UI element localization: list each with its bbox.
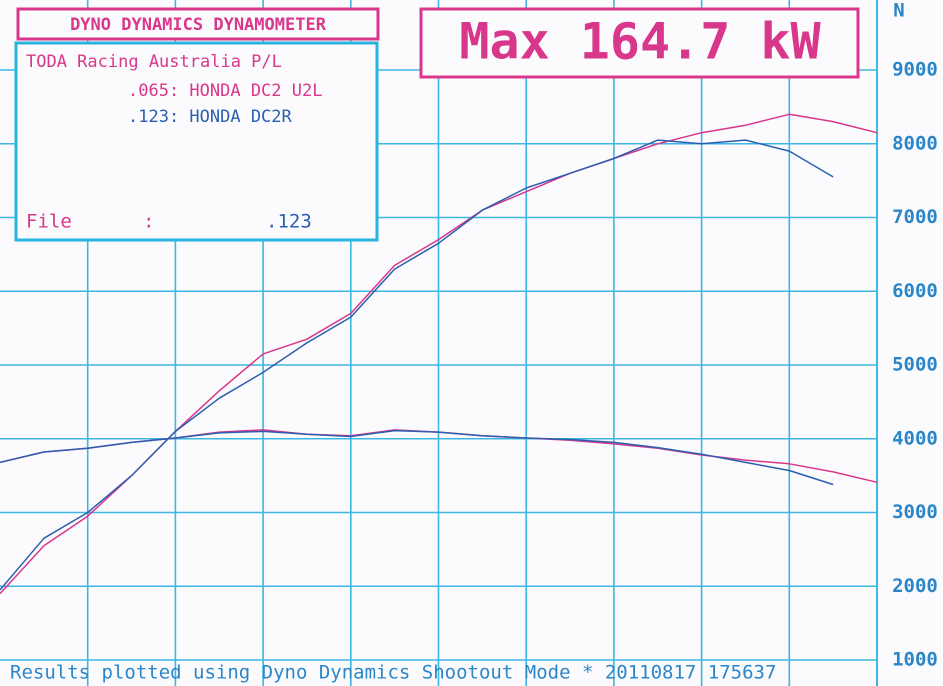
y-axis-label: N	[893, 0, 904, 22]
plot	[0, 113, 878, 595]
y-tick-label: 6000	[892, 280, 938, 302]
y-tick-label: 5000	[892, 354, 938, 376]
header-box	[16, 7, 380, 41]
legend-entry: .065: HONDA DC2 U2L	[128, 81, 322, 101]
file-value: .123	[266, 211, 312, 233]
y-tick-label: 4000	[892, 427, 938, 449]
file-label: File	[26, 211, 72, 233]
max-box	[419, 7, 860, 79]
file-sep: :	[143, 211, 154, 233]
power-line	[0, 139, 834, 591]
y-tick-label: 7000	[892, 206, 938, 228]
header: DYNO DYNAMICS DYNAMOMETER	[70, 15, 327, 35]
company: TODA Racing Australia P/L	[26, 52, 282, 72]
grid	[0, 0, 878, 686]
y-tick-label: 1000	[892, 649, 938, 671]
footer: Results plotted using Dyno Dynamics Shoo…	[10, 662, 776, 684]
info-box	[14, 41, 379, 242]
y-tick-label: 3000	[892, 501, 938, 523]
y-tick-label: 8000	[892, 132, 938, 154]
y-tick-label: 9000	[892, 59, 938, 81]
torque-line	[0, 429, 834, 486]
max-label: Max 164.7 kW	[459, 13, 821, 71]
y-tick-label: 2000	[892, 575, 938, 597]
legend-entry: .123: HONDA DC2R	[128, 107, 293, 127]
